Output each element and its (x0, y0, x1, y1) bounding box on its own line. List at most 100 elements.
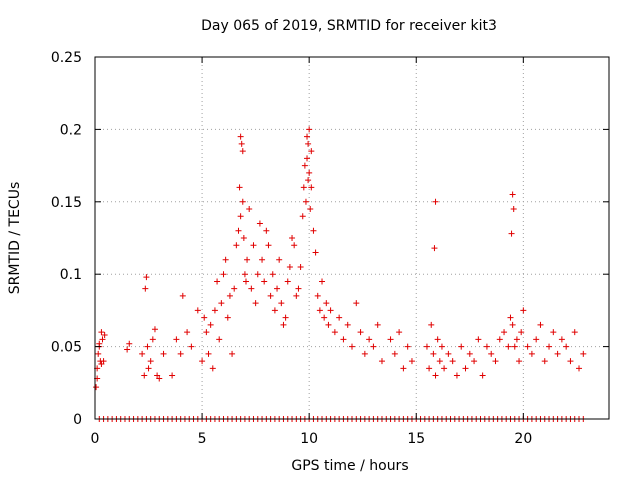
data-point (236, 184, 243, 191)
data-point (563, 343, 570, 350)
data-point (492, 358, 499, 365)
data-point (179, 292, 186, 299)
data-point (239, 198, 246, 205)
data-point (374, 321, 381, 328)
data-point (423, 343, 430, 350)
data-point (284, 278, 291, 285)
data-point (141, 372, 148, 379)
data-point (145, 365, 152, 372)
data-point (139, 350, 146, 357)
data-point (580, 350, 587, 357)
x-axis-label: GPS time / hours (291, 458, 408, 474)
data-point (254, 271, 261, 278)
data-point (218, 300, 225, 307)
data-point (449, 358, 456, 365)
data-point (203, 329, 210, 336)
x-tick-label: 15 (407, 431, 425, 447)
data-point (308, 148, 315, 155)
data-point (357, 329, 364, 336)
data-point (147, 358, 154, 365)
data-point (209, 365, 216, 372)
data-point (483, 343, 490, 350)
data-point (301, 162, 308, 169)
data-point (144, 343, 151, 350)
data-point (299, 213, 306, 220)
plot-frame (94, 56, 610, 420)
data-point (271, 307, 278, 314)
data-point (278, 300, 285, 307)
data-point (509, 321, 516, 328)
x-tick-label: 5 (198, 431, 207, 447)
x-tick-label: 0 (91, 431, 100, 447)
data-point (143, 274, 150, 281)
data-point (95, 350, 102, 357)
data-point (479, 372, 486, 379)
data-point (344, 321, 351, 328)
data-point (291, 242, 298, 249)
data-point (220, 271, 227, 278)
data-point (438, 343, 445, 350)
data-point (237, 133, 244, 140)
data-point (441, 365, 448, 372)
data-point (246, 206, 253, 213)
data-point (240, 235, 247, 241)
data-point (312, 249, 319, 256)
data-point (475, 336, 482, 343)
data-point (471, 358, 478, 365)
data-point (199, 358, 206, 365)
data-point (98, 329, 105, 336)
data-point (541, 358, 548, 365)
data-point (177, 350, 184, 357)
data-point (305, 177, 312, 184)
data-point (453, 372, 460, 379)
data-point (233, 242, 240, 249)
data-point (276, 256, 283, 263)
data-point (528, 350, 535, 357)
data-point (361, 350, 368, 357)
data-point (340, 336, 347, 343)
data-point (513, 336, 520, 343)
data-point (289, 235, 296, 241)
data-point (391, 350, 398, 357)
data-point (297, 263, 304, 270)
data-point (434, 336, 441, 343)
data-point (306, 169, 313, 176)
data-point (256, 220, 263, 227)
data-point (142, 285, 149, 292)
data-point (323, 300, 330, 307)
data-point (188, 343, 195, 350)
data-point (466, 350, 473, 357)
data-point (237, 213, 244, 220)
data-point (214, 278, 221, 285)
data-point (558, 336, 565, 343)
data-point (308, 184, 315, 191)
data-point (250, 242, 257, 249)
data-point (295, 285, 302, 292)
data-point (302, 198, 309, 205)
data-point (160, 350, 167, 357)
data-point (319, 278, 326, 285)
data-point (238, 140, 245, 147)
data-point (269, 271, 276, 278)
data-point (507, 314, 514, 321)
data-point (96, 340, 103, 347)
data-point (216, 336, 223, 343)
grid-lines (95, 57, 609, 419)
data-point (151, 326, 158, 333)
data-point (306, 126, 313, 133)
data-point (194, 307, 201, 314)
data-point (207, 321, 214, 328)
data-point (462, 365, 469, 372)
data-point (396, 329, 403, 336)
data-point (325, 321, 332, 328)
data-point (404, 343, 411, 350)
data-point (307, 206, 314, 213)
data-point (184, 329, 191, 336)
data-point (524, 343, 531, 350)
data-point (430, 350, 437, 357)
y-tick-label: 0.05 (51, 340, 82, 356)
data-point (201, 314, 208, 321)
data-point (488, 350, 495, 357)
data-point (331, 329, 338, 336)
data-point (554, 350, 561, 357)
